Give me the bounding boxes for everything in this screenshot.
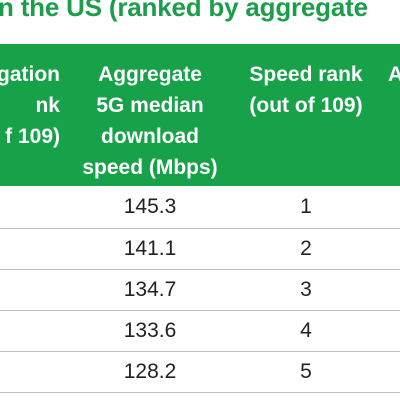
cell-speed: 145.3 xyxy=(123,195,177,218)
table-row: 9 145.3 1 xyxy=(0,186,400,229)
cell-speed-rank: 1 xyxy=(300,195,312,218)
cell-speed: 133.6 xyxy=(123,319,177,342)
table-header: gation nk f 109) Aggregate 5G median dow… xyxy=(0,44,400,186)
cell-speed-rank: 5 xyxy=(300,360,312,383)
cell-speed: 134.7 xyxy=(123,278,177,301)
cell-speed: 128.2 xyxy=(123,360,177,383)
cell-speed-rank: 4 xyxy=(300,319,312,342)
table-row: 134.7 3 xyxy=(0,270,400,311)
cell-speed-rank: 2 xyxy=(300,237,312,260)
table-title: n the US (ranked by aggregate xyxy=(0,0,368,22)
table-row: 4 141.1 2 xyxy=(0,229,400,270)
header-aggregation-rank: gation nk f 109) xyxy=(0,63,60,148)
header-next-column: A xyxy=(388,63,400,86)
table-row: 3 128.2 5 xyxy=(0,352,400,393)
cell-speed: 141.1 xyxy=(123,237,177,260)
header-speed-rank: Speed rank (out of 109) xyxy=(249,63,363,117)
header-aggregate-speed: Aggregate 5G median download speed (Mbps… xyxy=(82,63,218,179)
table-row: 6 133.6 4 xyxy=(0,311,400,352)
cell-speed-rank: 3 xyxy=(300,278,312,301)
table-body: 9 145.3 1 4 141.1 2 134.7 3 6 133.6 4 3 … xyxy=(0,186,400,393)
